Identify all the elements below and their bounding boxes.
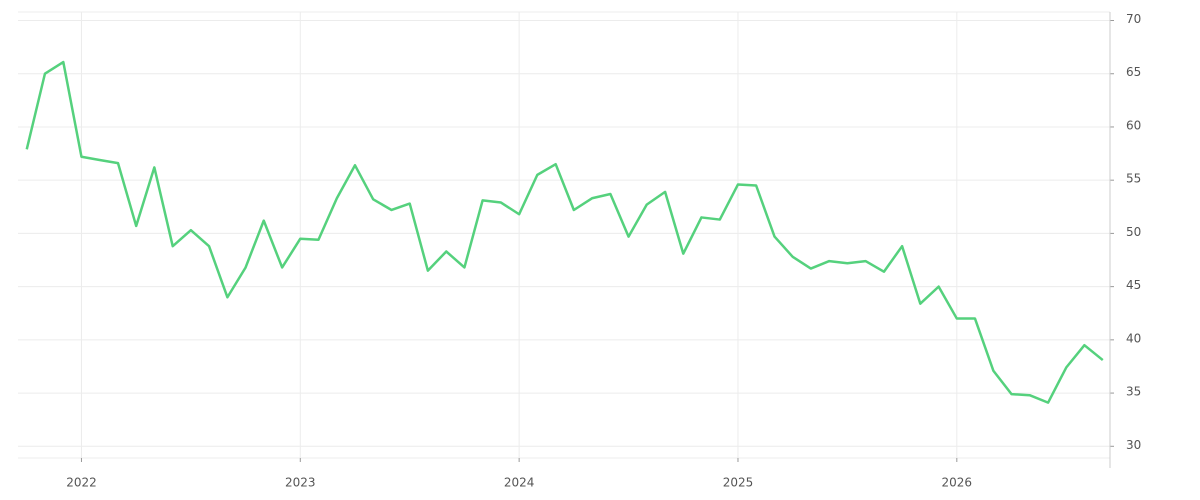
y-tick-label: 50 [1126,225,1141,239]
y-tick-label: 55 [1126,172,1141,186]
y-tick-label: 40 [1126,331,1141,345]
y-tick-label: 70 [1126,12,1141,26]
x-tick-label: 2026 [942,476,973,490]
y-tick-label: 30 [1126,438,1141,452]
x-tick-label: 2025 [723,476,754,490]
x-tick-label: 2024 [504,476,535,490]
y-tick-label: 65 [1126,65,1141,79]
y-tick-label: 60 [1126,118,1141,132]
y-tick-label: 35 [1126,385,1141,399]
y-tick-label: 45 [1126,278,1141,292]
data-line [25,60,1104,404]
x-tick-label: 2022 [66,476,97,490]
x-tick-label: 2023 [285,476,316,490]
